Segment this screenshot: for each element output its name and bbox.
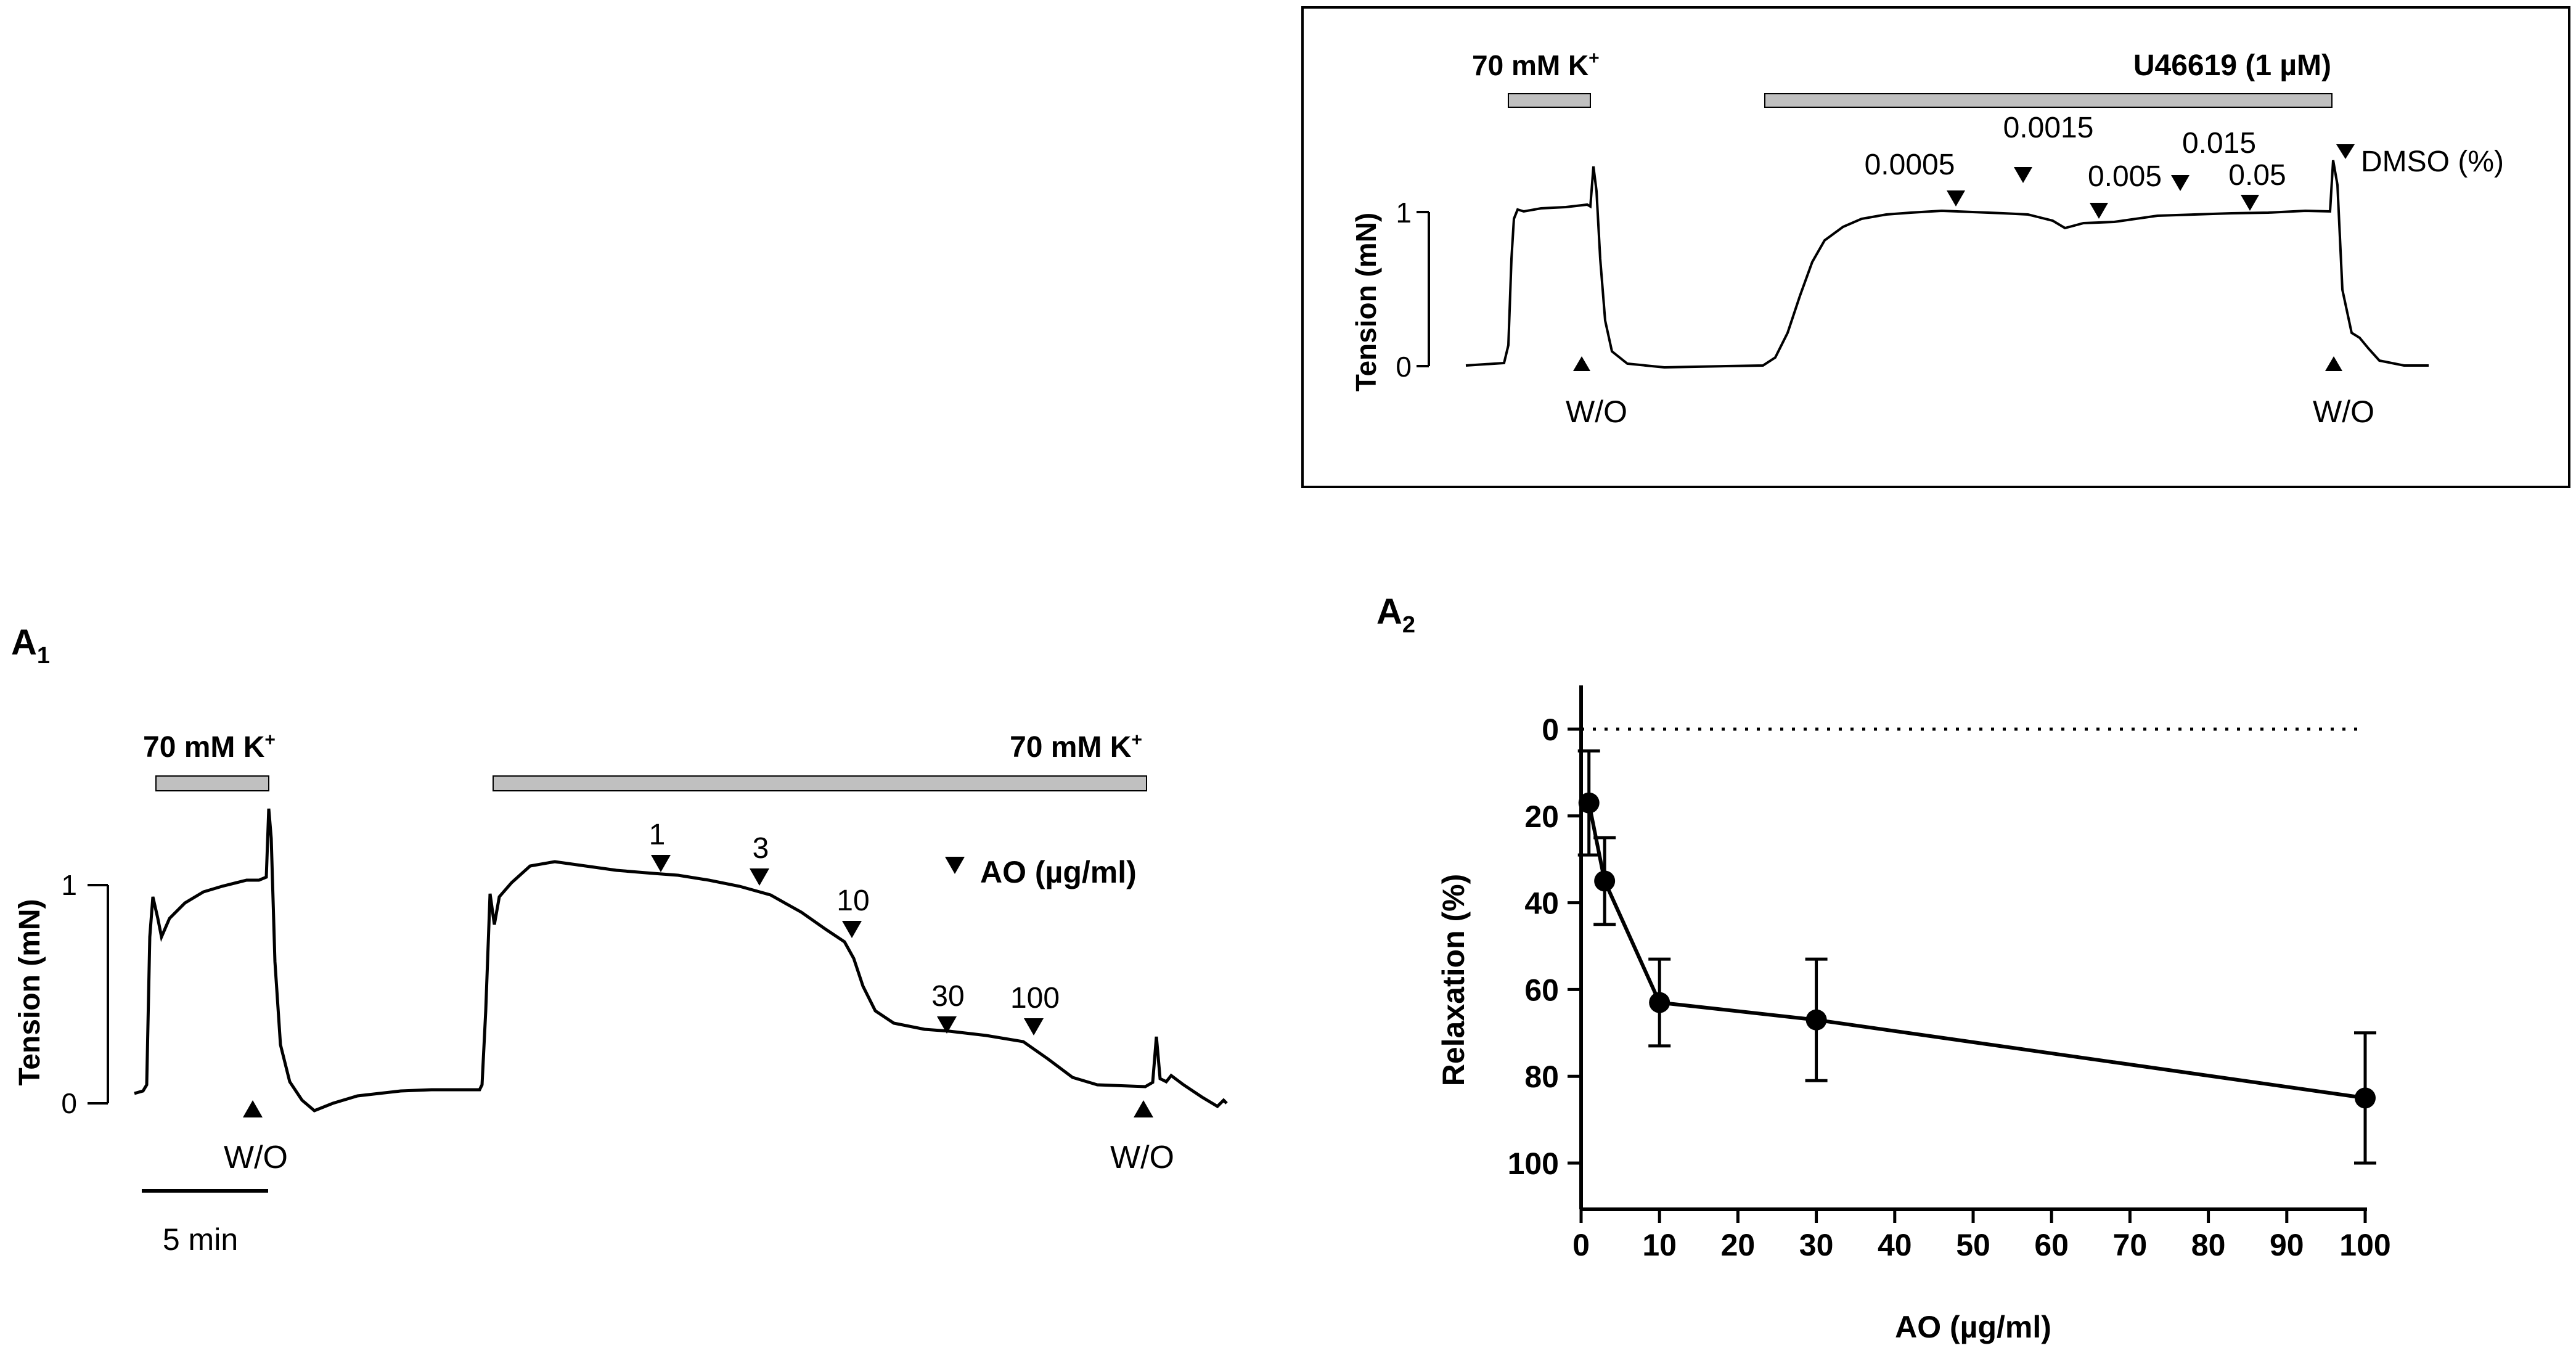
inset-dmso-label: DMSO (%) <box>2361 145 2504 178</box>
a2-data-point <box>1649 992 1670 1013</box>
a1-dose-arrow <box>1024 1018 1044 1035</box>
a2-series-line <box>1587 803 2366 1100</box>
inset-dose-arrow <box>2014 167 2032 183</box>
a2-x-tick-label: 10 <box>1642 1228 1677 1262</box>
a2-y-tick-label: 20 <box>1524 799 1559 834</box>
a1-dose-label: 30 <box>931 980 964 1013</box>
panel-a2: A2 0 20 40 60 80 100 0 10 20 30 40 50 60 70 80 90 100 AO… <box>1376 592 2391 1344</box>
a1-ao-legend-arrow <box>945 857 965 874</box>
inset-ytick-label-0: 0 <box>1396 351 1412 383</box>
a2-data-point <box>1578 792 1600 814</box>
a2-y-tick-label: 0 <box>1542 713 1559 747</box>
inset-dose-arrow <box>2171 175 2190 191</box>
a1-ytick-label-0: 0 <box>61 1087 77 1119</box>
a2-x-tick-label: 40 <box>1878 1228 1912 1262</box>
inset-k-bar <box>1508 93 1591 108</box>
a2-plot: 0 20 40 60 80 100 0 10 20 30 40 50 60 70 80 90 100 <box>1508 685 2391 1262</box>
a2-y-tick-label: 60 <box>1524 973 1559 1007</box>
a2-x-tick-label: 30 <box>1799 1228 1834 1262</box>
a1-dose-label: 3 <box>753 832 769 865</box>
inset-dmso-arrow <box>2336 144 2355 159</box>
inset-dose-label: 0.015 <box>2182 127 2256 160</box>
inset-y-axis-title: Tension (mN) <box>1350 213 1382 391</box>
inset-u46619-label: U46619 (1 µM) <box>2133 49 2331 82</box>
a2-data-point <box>2355 1087 2376 1109</box>
inset-ytick-label-1: 1 <box>1396 197 1412 229</box>
panel-a1-label: A1 <box>11 623 50 669</box>
inset-u46619-bar <box>1764 93 2333 108</box>
inset-wo-label-1: W/O <box>1566 394 1627 429</box>
a1-dose-arrow <box>750 868 769 886</box>
inset-frame <box>1301 6 2570 488</box>
a1-dose-arrow <box>651 855 671 872</box>
a1-trace <box>134 808 1228 1113</box>
a2-y-tick-label: 40 <box>1524 886 1559 921</box>
inset-wo-label-2: W/O <box>2313 394 2374 429</box>
a2-data-point <box>1594 870 1616 892</box>
inset-wo-arrow-1 <box>1573 356 1590 371</box>
a1-ao-legend: AO (µg/ml) <box>980 855 1137 889</box>
a1-k-bar-2-label: 70 mM K+ <box>1010 730 1142 764</box>
a2-x-tick-label: 50 <box>1956 1228 1990 1262</box>
a1-dose-arrow <box>842 921 862 938</box>
a2-x-tick-label: 0 <box>1572 1228 1590 1262</box>
a2-y-tick-label: 80 <box>1524 1060 1559 1094</box>
a1-dose-label: 10 <box>836 884 869 917</box>
panel-a2-label: A2 <box>1376 592 1415 638</box>
inset-dose-arrow <box>2090 203 2108 219</box>
a2-x-tick-label: 60 <box>2034 1228 2069 1262</box>
inset-dose-arrow <box>2241 195 2259 211</box>
a2-x-tick-label: 80 <box>2191 1228 2226 1262</box>
a1-k-bar-2 <box>493 775 1147 791</box>
a1-dose-label: 1 <box>649 819 666 851</box>
a2-x-tick-label: 70 <box>2113 1228 2148 1262</box>
a1-k-bar-1 <box>155 775 269 791</box>
a1-time-scale-label: 5 min <box>163 1222 238 1257</box>
a1-wo-label-2: W/O <box>1110 1140 1174 1175</box>
inset-wo-arrow-2 <box>2325 356 2342 371</box>
panel-a1: A1 70 mM K+ 70 mM K+ 1 0 Tension (mN) 1 3… <box>11 623 1228 1257</box>
a1-dose-label: 100 <box>1010 982 1060 1015</box>
a2-y-tick-label: 100 <box>1508 1146 1559 1181</box>
inset-dose-label: 0.0005 <box>1865 149 1955 181</box>
inset-panel: 70 mM K+ U46619 (1 µM) 1 0 Tension (mN) … <box>1301 6 2570 488</box>
a2-x-tick-label: 100 <box>2339 1228 2390 1262</box>
a1-y-axis-title: Tension (mN) <box>14 899 46 1085</box>
inset-dose-label: 0.05 <box>2228 159 2286 192</box>
inset-trace <box>1465 160 2429 369</box>
inset-dose-label: 0.0015 <box>2003 112 2094 144</box>
a2-y-axis-title: Relaxation (%) <box>1436 874 1471 1087</box>
a2-data-point <box>1805 1009 1827 1031</box>
inset-k-bar-label: 70 mM K+ <box>1472 48 1600 81</box>
a2-x-axis-title: AO (µg/ml) <box>1895 1310 2051 1344</box>
inset-dose-arrow <box>1947 190 1965 206</box>
a1-ytick-label-1: 1 <box>61 869 77 901</box>
a1-dose-arrow <box>937 1016 957 1034</box>
a2-x-tick-label: 90 <box>2270 1228 2304 1262</box>
inset-dose-label: 0.005 <box>2088 160 2162 193</box>
a1-k-bar-1-label: 70 mM K+ <box>143 730 276 764</box>
a2-x-tick-label: 20 <box>1721 1228 1756 1262</box>
a1-wo-arrow-1 <box>243 1100 263 1117</box>
a1-wo-arrow-2 <box>1134 1100 1153 1117</box>
a1-wo-label-1: W/O <box>224 1140 288 1175</box>
